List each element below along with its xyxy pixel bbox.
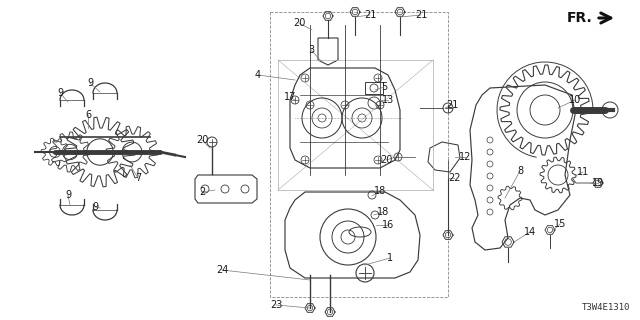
Text: 8: 8 [517,166,523,176]
Text: 9: 9 [87,78,93,88]
Text: 3: 3 [308,45,314,55]
Text: 9: 9 [57,88,63,98]
Text: FR.: FR. [567,11,593,25]
Text: 20: 20 [196,135,208,145]
Text: 22: 22 [448,173,460,183]
Text: 1: 1 [387,253,393,263]
Text: 20: 20 [293,18,305,28]
Text: 18: 18 [377,207,389,217]
Text: 21: 21 [415,10,427,20]
Text: 21: 21 [446,100,458,110]
Bar [365,82,383,94]
Text: 9: 9 [65,190,71,200]
Text: 9: 9 [92,202,98,212]
Text: 12: 12 [459,152,471,162]
Text: 13: 13 [382,95,394,105]
Text: 20: 20 [380,155,392,165]
Text: 17: 17 [284,92,296,102]
Text: 10: 10 [569,95,581,105]
Text: 15: 15 [554,219,566,229]
Text: T3W4E1310: T3W4E1310 [582,303,630,312]
Text: 16: 16 [382,220,394,230]
Text: 18: 18 [374,186,386,196]
Text: 7: 7 [135,173,141,183]
Text: 14: 14 [524,227,536,237]
Text: 11: 11 [577,167,589,177]
Text: 23: 23 [270,300,282,310]
Text: 24: 24 [216,265,228,275]
Text: 6: 6 [85,110,91,120]
Text: 21: 21 [364,10,376,20]
Text: 5: 5 [381,82,387,92]
Text: 19: 19 [592,178,604,188]
Bar [270,12,448,297]
Text: 4: 4 [255,70,261,80]
Text: 2: 2 [199,187,205,197]
